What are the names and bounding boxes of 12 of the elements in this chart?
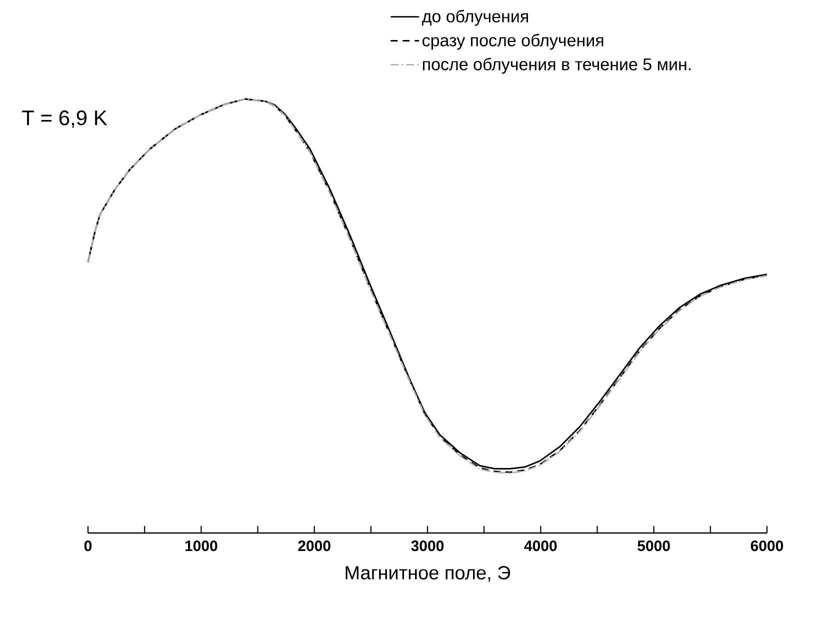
legend-label: сразу после облучения — [422, 34, 604, 50]
x-tick-label: 6000 — [750, 540, 784, 552]
x-tick-label: 3000 — [411, 540, 444, 552]
x-tick-label: 1000 — [185, 540, 218, 552]
legend-label: до облучения — [422, 10, 528, 26]
x-tick-label: 5000 — [638, 540, 670, 552]
annotation: T = 6,9 K — [22, 110, 108, 128]
x-tick-label: 2000 — [298, 540, 330, 552]
legend-label: после облучения в течение 5 мин. — [422, 58, 691, 74]
x-tick-label: 0 — [84, 540, 92, 552]
x-axis-title: Магнитное поле, Э — [346, 566, 510, 582]
x-tick-label: 4000 — [524, 540, 557, 552]
